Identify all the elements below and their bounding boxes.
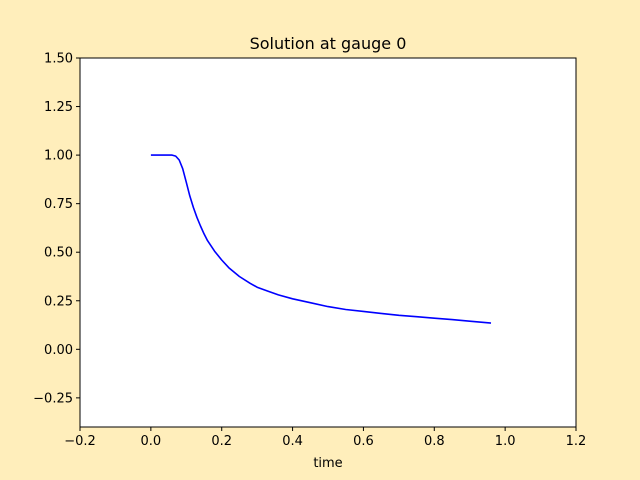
y-tick-label: 1.50 xyxy=(44,52,73,67)
chart-title: Solution at gauge 0 xyxy=(250,34,407,53)
y-tick-label: 0.50 xyxy=(44,246,73,261)
series-layer xyxy=(150,154,492,324)
x-tick-label: 0.4 xyxy=(282,434,303,449)
x-axis-label: time xyxy=(313,456,342,471)
ticks-layer: −0.2 0.0 0.2 0.4 0.6 0.8 1.0 1.2 −0.25 0.00 0.25 0.… xyxy=(33,52,586,450)
plot-frame xyxy=(79,57,577,428)
series-line xyxy=(150,154,492,324)
x-tick-label: −0.2 xyxy=(64,434,96,449)
plot-area xyxy=(80,58,576,427)
y-tick-label: 1.00 xyxy=(44,149,73,164)
y-tick-label: 0.00 xyxy=(44,343,73,358)
x-tick-label: 0.8 xyxy=(424,434,445,449)
x-tick-label: 0.2 xyxy=(211,434,232,449)
x-tick-label: 1.2 xyxy=(566,434,587,449)
x-tick-label: 0.0 xyxy=(141,434,162,449)
y-tick-label: −0.25 xyxy=(33,391,73,406)
x-tick-label: 0.6 xyxy=(353,434,374,449)
y-tick-label: 0.25 xyxy=(44,294,73,309)
y-tick-label: 1.25 xyxy=(44,100,73,115)
x-tick-label: 1.0 xyxy=(495,434,516,449)
y-tick-label: 0.75 xyxy=(44,197,73,212)
